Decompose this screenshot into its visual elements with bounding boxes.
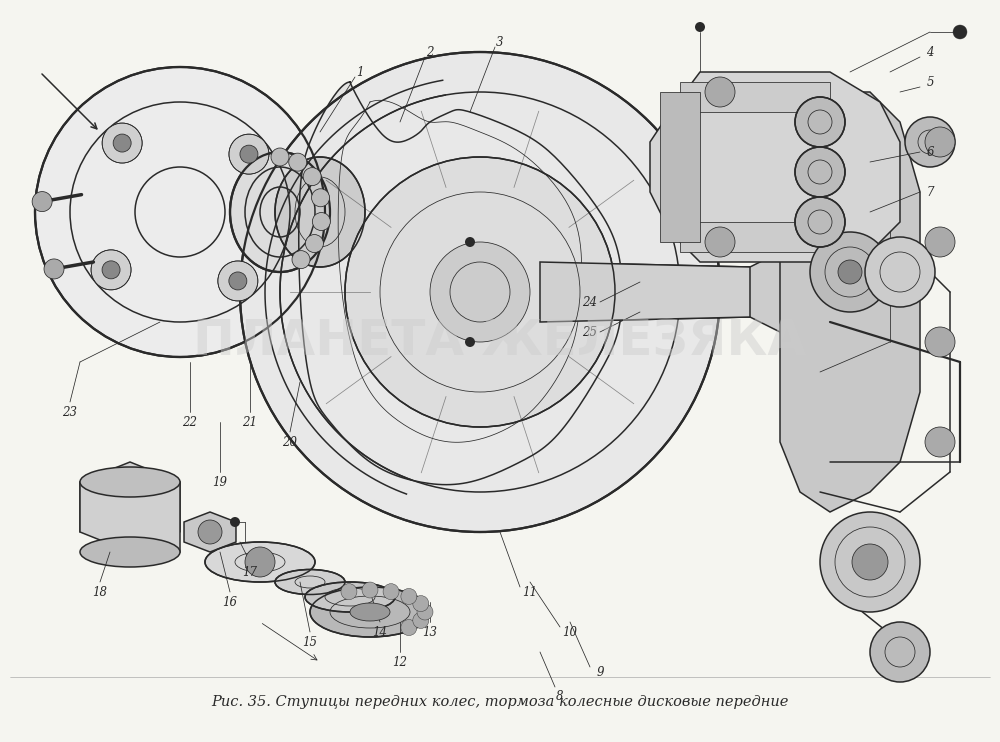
Circle shape xyxy=(218,261,258,301)
Circle shape xyxy=(32,191,52,211)
Polygon shape xyxy=(184,512,236,552)
Circle shape xyxy=(245,547,275,577)
Circle shape xyxy=(271,148,289,166)
Text: 25: 25 xyxy=(582,326,598,338)
Circle shape xyxy=(230,517,240,527)
Text: 23: 23 xyxy=(62,405,78,418)
Circle shape xyxy=(705,227,735,257)
Circle shape xyxy=(953,25,967,39)
Ellipse shape xyxy=(230,152,330,272)
Text: 6: 6 xyxy=(926,145,934,159)
Circle shape xyxy=(345,157,615,427)
Circle shape xyxy=(852,544,888,580)
Text: 5: 5 xyxy=(926,76,934,88)
Circle shape xyxy=(465,237,475,247)
Circle shape xyxy=(102,123,142,163)
Polygon shape xyxy=(540,262,750,322)
Circle shape xyxy=(91,250,131,290)
Circle shape xyxy=(289,153,307,171)
Text: Рис. 35. Ступицы передних колес, тормоза колесные дисковые передние: Рис. 35. Ступицы передних колес, тормоза… xyxy=(211,695,789,709)
Circle shape xyxy=(925,227,955,257)
Circle shape xyxy=(795,97,845,147)
Circle shape xyxy=(810,232,890,312)
Ellipse shape xyxy=(275,570,345,594)
Polygon shape xyxy=(620,212,800,372)
Circle shape xyxy=(925,427,955,457)
Text: 11: 11 xyxy=(522,585,538,599)
Text: 15: 15 xyxy=(302,635,318,649)
Circle shape xyxy=(795,197,845,247)
Circle shape xyxy=(865,237,935,307)
Text: 20: 20 xyxy=(283,436,298,448)
Text: 3: 3 xyxy=(496,36,504,48)
Text: 19: 19 xyxy=(212,476,228,488)
Circle shape xyxy=(413,596,429,611)
Circle shape xyxy=(465,337,475,347)
Circle shape xyxy=(240,145,258,163)
Text: 14: 14 xyxy=(372,626,388,639)
Polygon shape xyxy=(660,92,700,242)
Circle shape xyxy=(35,67,325,357)
Circle shape xyxy=(362,582,378,598)
Circle shape xyxy=(240,52,720,532)
Circle shape xyxy=(305,234,323,252)
Ellipse shape xyxy=(80,467,180,497)
Circle shape xyxy=(303,168,321,186)
Circle shape xyxy=(198,520,222,544)
Text: 9: 9 xyxy=(596,666,604,678)
Text: 22: 22 xyxy=(182,416,198,428)
Ellipse shape xyxy=(80,537,180,567)
Text: 8: 8 xyxy=(556,691,564,703)
Text: 7: 7 xyxy=(926,186,934,199)
Text: 18: 18 xyxy=(92,585,108,599)
Circle shape xyxy=(312,188,330,207)
Circle shape xyxy=(383,584,399,600)
Circle shape xyxy=(44,259,64,279)
Circle shape xyxy=(705,77,735,107)
Text: 1: 1 xyxy=(356,65,364,79)
Text: 12: 12 xyxy=(392,655,408,669)
Polygon shape xyxy=(650,72,900,262)
Ellipse shape xyxy=(310,587,430,637)
Text: 10: 10 xyxy=(562,626,578,639)
Circle shape xyxy=(795,147,845,197)
Circle shape xyxy=(229,272,247,290)
Text: 24: 24 xyxy=(582,295,598,309)
Circle shape xyxy=(820,512,920,612)
Text: 16: 16 xyxy=(222,596,238,608)
Ellipse shape xyxy=(350,603,390,621)
Circle shape xyxy=(905,117,955,167)
Circle shape xyxy=(695,22,705,32)
Ellipse shape xyxy=(305,582,395,612)
Circle shape xyxy=(417,604,433,620)
Text: 17: 17 xyxy=(242,565,258,579)
Circle shape xyxy=(113,134,131,152)
Text: 2: 2 xyxy=(426,45,434,59)
Circle shape xyxy=(292,251,310,269)
Circle shape xyxy=(870,622,930,682)
Polygon shape xyxy=(80,462,180,552)
Text: 13: 13 xyxy=(422,626,438,639)
Text: 4: 4 xyxy=(926,45,934,59)
Circle shape xyxy=(430,242,530,342)
Polygon shape xyxy=(680,222,830,252)
Ellipse shape xyxy=(205,542,315,582)
Polygon shape xyxy=(780,92,920,512)
Circle shape xyxy=(341,584,357,600)
Polygon shape xyxy=(680,82,830,112)
Circle shape xyxy=(838,260,862,284)
Circle shape xyxy=(102,261,120,279)
Circle shape xyxy=(229,134,269,174)
Ellipse shape xyxy=(275,157,365,267)
Text: ПЛАНЕТА ЖЕЛЕЗЯКА: ПЛАНЕТА ЖЕЛЕЗЯКА xyxy=(193,318,807,366)
Polygon shape xyxy=(299,82,622,485)
Text: 21: 21 xyxy=(242,416,258,428)
Circle shape xyxy=(312,212,330,231)
Circle shape xyxy=(401,620,417,636)
Circle shape xyxy=(413,612,429,628)
Circle shape xyxy=(925,127,955,157)
Circle shape xyxy=(925,327,955,357)
Circle shape xyxy=(401,588,417,605)
